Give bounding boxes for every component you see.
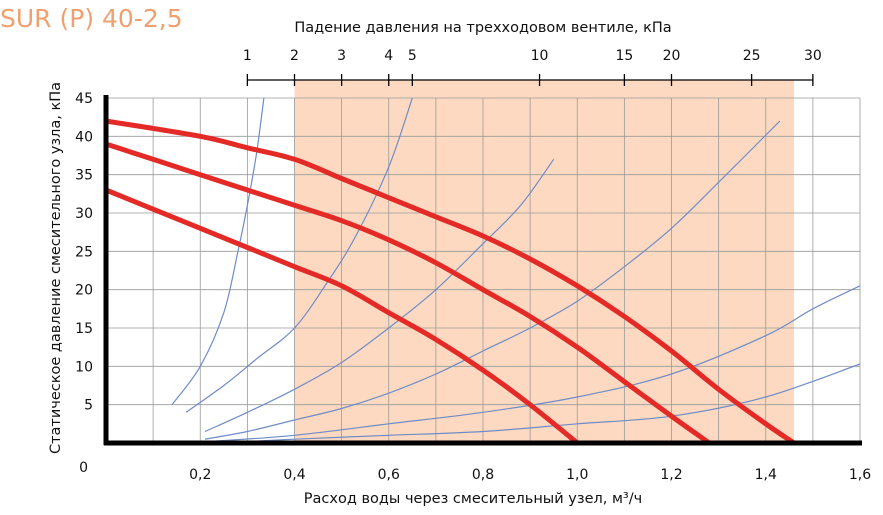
y-axis-label: Статическое давление смесительного узла,… (48, 82, 64, 454)
x-tick-label: 1,4 (755, 467, 777, 483)
top-tick-label: 1 (243, 48, 252, 64)
y-tick-label: 25 (75, 244, 93, 260)
series-line (105, 141, 711, 446)
series-line (105, 187, 579, 445)
top-tick-label: 20 (663, 48, 681, 64)
series-line (105, 118, 796, 446)
x-tick-label: 0,8 (472, 467, 494, 483)
y-tick-label: 40 (75, 129, 93, 145)
top-tick-label: 4 (384, 48, 393, 64)
y-tick-label: 5 (84, 398, 93, 414)
y-tick-label: 45 (75, 91, 93, 107)
y-tick-label: 35 (75, 168, 93, 184)
x-axis-label: Расход воды через смесительный узел, м³/… (304, 491, 642, 507)
top-tick-label: 15 (615, 48, 633, 64)
chart-title: SUR (P) 40-2,5 (0, 4, 183, 33)
top-tick-label: 10 (531, 48, 549, 64)
y-tick-label: 15 (75, 321, 93, 337)
valve-curve (209, 285, 861, 443)
x-tick-label: 1,0 (566, 467, 588, 483)
x-tick-label: 0,4 (283, 467, 305, 483)
top-axis-label: Падение давления на трехходовом вентиле,… (294, 20, 671, 36)
valve-curve (204, 120, 781, 440)
y-tick-label: 20 (75, 283, 93, 299)
valve-curve (228, 363, 861, 444)
valve-curve (204, 158, 555, 433)
y-tick-label: 10 (75, 359, 93, 375)
top-tick-label: 3 (337, 48, 346, 64)
x-tick-label: 1,2 (660, 467, 682, 483)
valve-curve (185, 97, 413, 413)
top-axis-layer: 1 2 3 4 5 10 15 20 25 30 (243, 48, 822, 86)
x-tick-label: 1,6 (849, 467, 871, 483)
top-tick-label: 30 (804, 48, 822, 64)
top-tick-label: 5 (408, 48, 417, 64)
y-tick-label: 0 (79, 460, 88, 476)
axis-layer: 0 5 10 15 20 25 30 35 40 45 0,2 0,4 0,6 0,8 1,0 1,2 1,4 1… (75, 91, 871, 483)
top-tick-label: 2 (290, 48, 299, 64)
y-tick-label: 30 (75, 206, 93, 222)
series-layer (105, 118, 796, 446)
x-tick-label: 0,6 (378, 467, 400, 483)
top-tick-label: 25 (743, 48, 761, 64)
grid-layer (106, 97, 861, 443)
x-tick-label: 0,2 (189, 467, 211, 483)
